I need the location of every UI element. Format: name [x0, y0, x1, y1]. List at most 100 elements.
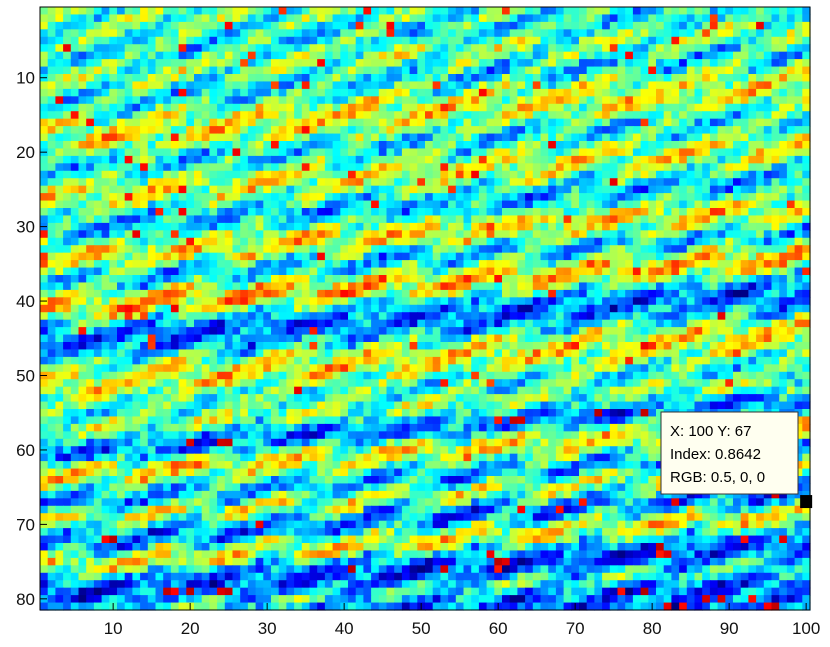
heatmap-cell	[224, 319, 234, 328]
heatmap-cell	[63, 21, 72, 30]
heatmap-cell	[686, 126, 696, 135]
heatmap-cell	[386, 193, 395, 202]
heatmap-cell	[232, 319, 241, 328]
heatmap-cell	[725, 96, 734, 105]
heatmap-cell	[93, 29, 103, 38]
heatmap-cell	[194, 319, 203, 328]
heatmap-cell	[494, 364, 503, 373]
heatmap-cell	[278, 342, 287, 351]
heatmap-cell	[694, 163, 703, 172]
heatmap-cell	[725, 252, 734, 261]
heatmap-cell	[271, 29, 280, 38]
heatmap-cell	[694, 215, 703, 224]
heatmap-cell	[271, 312, 280, 321]
heatmap-cell	[563, 349, 572, 358]
heatmap-cell	[409, 7, 418, 16]
heatmap-cell	[163, 334, 172, 343]
heatmap-cell	[117, 36, 126, 45]
heatmap-cell	[247, 118, 257, 127]
heatmap-cell	[101, 118, 110, 127]
heatmap-cell	[763, 215, 773, 224]
heatmap-cell	[686, 364, 696, 373]
heatmap-cell	[170, 208, 180, 217]
heatmap-cell	[201, 66, 210, 75]
heatmap-cell	[455, 327, 465, 336]
heatmap-cell	[170, 319, 180, 328]
heatmap-cell	[502, 118, 511, 127]
heatmap-cell	[586, 103, 595, 112]
heatmap-cell	[671, 215, 680, 224]
heatmap-cell	[640, 111, 649, 120]
heatmap-cell	[448, 327, 457, 336]
heatmap-cell	[794, 275, 803, 284]
heatmap-cell	[763, 319, 773, 328]
heatmap-cell	[702, 21, 711, 30]
heatmap-cell	[324, 14, 334, 23]
heatmap-cell	[355, 252, 364, 261]
heatmap-cell	[694, 327, 703, 336]
heatmap-cell	[709, 111, 719, 120]
heatmap-cell	[224, 59, 234, 68]
heatmap-cell	[194, 193, 203, 202]
heatmap-cell	[371, 51, 380, 60]
heatmap-cell	[786, 51, 796, 60]
heatmap-cell	[725, 334, 734, 343]
heatmap-cell	[679, 356, 688, 365]
heatmap-cell	[271, 200, 280, 209]
heatmap-cell	[786, 118, 796, 127]
heatmap-cell	[763, 371, 773, 380]
heatmap-cell	[401, 215, 411, 224]
heatmap-cell	[155, 349, 164, 358]
heatmap-cell	[371, 319, 380, 328]
heatmap-cell	[802, 282, 811, 291]
heatmap-cell	[340, 312, 349, 321]
heatmap-cell	[109, 118, 118, 127]
heatmap-cell	[394, 245, 403, 254]
heatmap-cell	[517, 349, 526, 358]
heatmap-cell	[86, 96, 95, 105]
heatmap-cell	[563, 319, 572, 328]
heatmap-cell	[109, 29, 118, 38]
heatmap-cell	[794, 14, 803, 23]
heatmap-cell	[502, 81, 511, 90]
heatmap-cell	[717, 7, 726, 16]
heatmap-cell	[209, 312, 218, 321]
heatmap-cell	[55, 7, 64, 16]
heatmap-cell	[47, 36, 56, 45]
heatmap-cell	[247, 319, 257, 328]
heatmap-cell	[702, 185, 711, 194]
heatmap-cell	[771, 148, 780, 157]
heatmap-cell	[93, 349, 103, 358]
heatmap-cell	[733, 36, 742, 45]
heatmap-cell	[40, 185, 49, 194]
heatmap-cell	[163, 170, 172, 179]
heatmap-cell	[509, 371, 518, 380]
heatmap-cell	[733, 29, 742, 38]
heatmap-cell	[401, 364, 411, 373]
heatmap-cell	[648, 96, 657, 105]
heatmap-cell	[794, 7, 803, 16]
heatmap-cell	[725, 237, 734, 246]
heatmap-cell	[317, 208, 326, 217]
heatmap-cell	[340, 178, 349, 187]
heatmap-cell	[78, 260, 87, 269]
heatmap-cell	[78, 200, 87, 209]
heatmap-cell	[802, 148, 811, 157]
heatmap-cell	[502, 59, 511, 68]
heatmap-cell	[394, 44, 403, 53]
heatmap-cell	[355, 260, 364, 269]
heatmap-cell	[525, 44, 534, 53]
heatmap-cell	[55, 208, 64, 217]
heatmap-cell	[448, 155, 457, 164]
heatmap-cell	[802, 126, 811, 135]
heatmap-cell	[756, 163, 765, 172]
heatmap-cell	[324, 275, 334, 284]
heatmap-cell	[563, 44, 572, 53]
heatmap-cell	[401, 237, 411, 246]
heatmap-cell	[401, 342, 411, 351]
heatmap-cell	[278, 14, 287, 23]
heatmap-cell	[309, 282, 318, 291]
heatmap-cell	[771, 88, 780, 97]
heatmap-cell	[47, 96, 56, 105]
heatmap-cell	[124, 81, 133, 90]
